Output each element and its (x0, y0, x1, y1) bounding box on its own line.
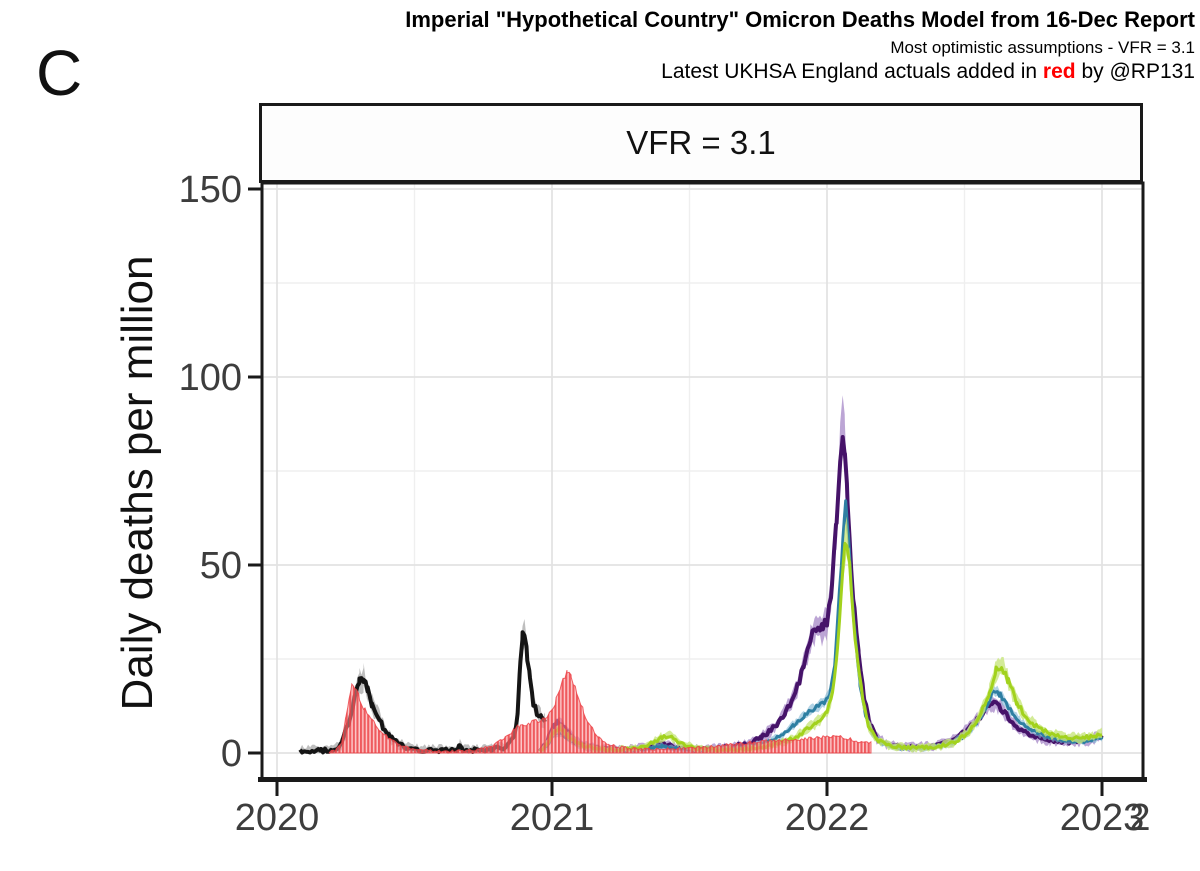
x-tick-label: 2023 (1060, 797, 1145, 839)
credit-red-word: red (1042, 59, 1076, 83)
chart-subtitle: Most optimistic assumptions - VFR = 3.1 (890, 37, 1195, 57)
x-axis-line (258, 777, 1147, 782)
chart-credit-line: Latest UKHSA England actuals added in re… (405, 59, 1195, 85)
y-tick-label: 0 (221, 733, 242, 775)
chart-header: Imperial "Hypothetical Country" Omicron … (405, 6, 1195, 85)
x-tick-label: 2020 (235, 797, 320, 839)
series-layer (298, 395, 1104, 755)
panel-letter: C (36, 37, 83, 109)
x-tick-label: 2022 (785, 797, 870, 839)
y-tick-label: 150 (179, 169, 242, 211)
credit-suffix: by @RP131 (1075, 59, 1195, 83)
y-tick-label: 100 (179, 357, 242, 399)
credit-prefix: Latest UKHSA England actuals added in (661, 59, 1043, 83)
facet-strip-label: VFR = 3.1 (626, 124, 776, 161)
ukhsa-england-actuals-red (328, 669, 872, 754)
y-tick-label: 50 (200, 545, 242, 587)
x-tick-label: 2021 (510, 797, 595, 839)
chart-title: Imperial "Hypothetical Country" Omicron … (405, 7, 1195, 32)
x-extra-overlap-label: 2 (1129, 797, 1150, 839)
